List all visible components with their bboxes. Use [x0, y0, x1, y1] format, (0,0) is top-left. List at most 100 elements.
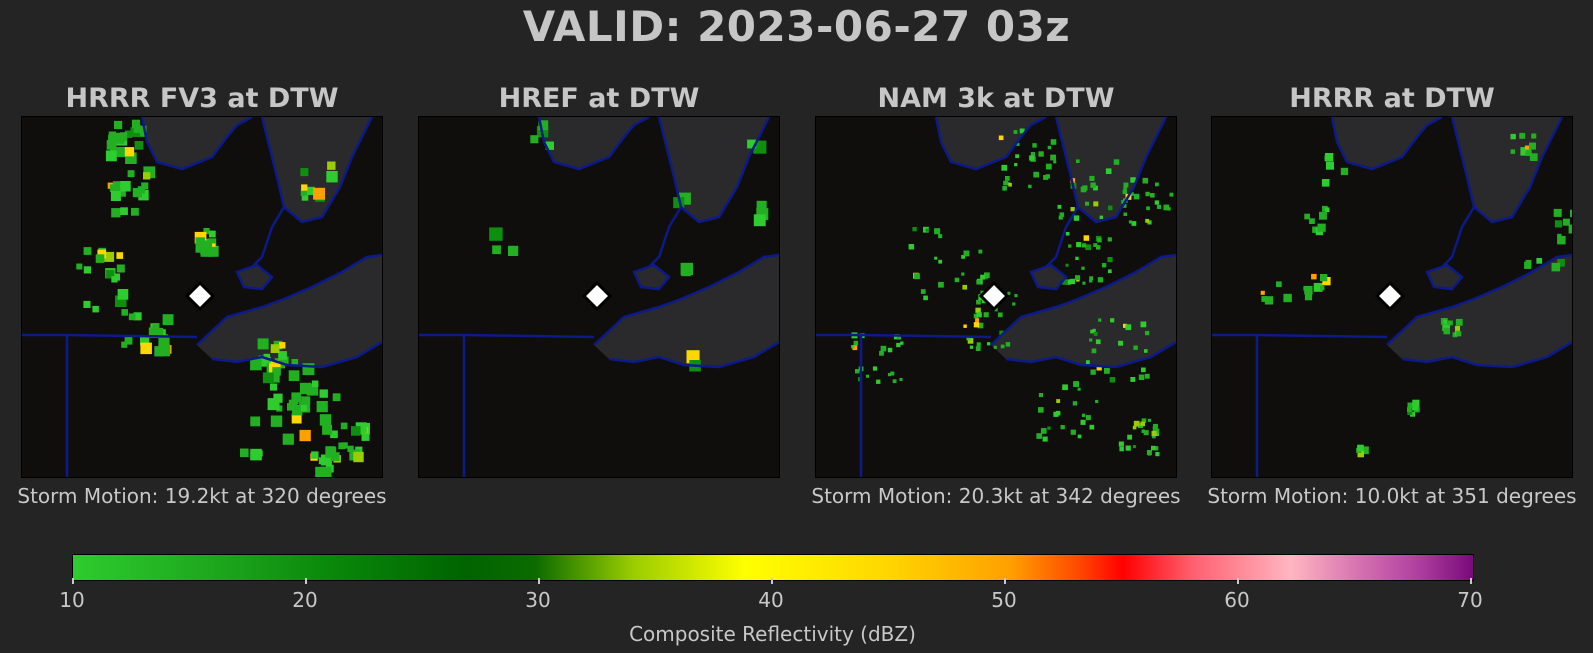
- reflectivity-cell: [1169, 192, 1174, 197]
- reflectivity-cell: [105, 150, 117, 162]
- reflectivity-cell: [1107, 257, 1113, 263]
- reflectivity-cell: [1321, 179, 1330, 187]
- reflectivity-map: [815, 116, 1177, 478]
- reflectivity-cell: [1081, 266, 1085, 270]
- reflectivity-cell: [961, 272, 965, 276]
- reflectivity-cell: [311, 380, 319, 387]
- reflectivity-cell: [1324, 207, 1330, 212]
- reflectivity-cell: [1089, 279, 1093, 283]
- reflectivity-cell: [1340, 167, 1349, 176]
- colorbar-tick: [1237, 578, 1239, 584]
- reflectivity-cell: [983, 312, 989, 318]
- reflectivity-cell: [1089, 276, 1093, 281]
- reflectivity-cell: [316, 401, 328, 413]
- reflectivity-cell: [1068, 244, 1072, 248]
- reflectivity-cell: [1080, 186, 1087, 193]
- reflectivity-cell: [1089, 175, 1095, 181]
- reflectivity-cell: [1150, 193, 1155, 198]
- reflectivity-cell: [320, 466, 332, 477]
- colorbar-tick-label: 30: [525, 588, 551, 612]
- reflectivity-cell: [1000, 344, 1005, 349]
- reflectivity-cell: [1529, 153, 1538, 161]
- reflectivity-cell: [1407, 402, 1414, 409]
- reflectivity-cell: [76, 263, 83, 270]
- reflectivity-cell: [1059, 212, 1065, 217]
- reflectivity-cell: [1014, 294, 1018, 298]
- reflectivity-cell: [1562, 218, 1570, 226]
- boundary-line: [1386, 253, 1572, 346]
- reflectivity-cell: [1144, 373, 1150, 379]
- reflectivity-cell: [299, 382, 312, 395]
- reflectivity-cell: [137, 186, 145, 194]
- reflectivity-cell: [855, 369, 860, 374]
- reflectivity-cell: [1147, 452, 1151, 456]
- station-diamond-icon: [581, 280, 613, 312]
- reflectivity-cell: [920, 289, 926, 294]
- reflectivity-cell: [876, 379, 881, 384]
- reflectivity-cell: [1525, 259, 1532, 266]
- reflectivity-cell: [899, 378, 903, 382]
- reflectivity-cell: [353, 451, 364, 463]
- reflectivity-cell: [978, 249, 983, 254]
- reflectivity-cell: [143, 172, 151, 180]
- reflectivity-cell: [1123, 182, 1129, 188]
- reflectivity-cell: [1002, 186, 1007, 191]
- reflectivity-cell: [120, 207, 128, 215]
- reflectivity-cell: [1069, 278, 1076, 285]
- reflectivity-cell: [109, 184, 118, 192]
- reflectivity-cell: [1099, 215, 1103, 219]
- reflectivity-cell: [1050, 154, 1056, 161]
- reflectivity-cell: [1028, 184, 1032, 189]
- panel-title: HREF at DTW: [498, 83, 700, 114]
- reflectivity-cell: [1055, 410, 1061, 416]
- reflectivity-cell: [1138, 374, 1145, 380]
- reflectivity-cell: [1155, 452, 1160, 457]
- reflectivity-cell: [962, 284, 968, 290]
- boundary-line: [211, 340, 382, 369]
- reflectivity-cell: [1101, 263, 1107, 268]
- reflectivity-cell: [311, 451, 319, 459]
- reflectivity-cell: [120, 181, 131, 192]
- boundary-line: [593, 253, 779, 346]
- reflectivity-cell: [1118, 340, 1123, 346]
- reflectivity-cell: [975, 346, 981, 351]
- reflectivity-cell: [1442, 323, 1450, 332]
- reflectivity-cell: [1554, 220, 1563, 228]
- reflectivity-cell: [114, 120, 123, 130]
- reflectivity-cell: [291, 392, 302, 403]
- reflectivity-cell: [250, 448, 262, 461]
- reflectivity-cell: [132, 188, 142, 198]
- reflectivity-cell: [1093, 201, 1099, 207]
- reflectivity-cell: [508, 245, 519, 256]
- reflectivity-cell: [747, 139, 756, 149]
- reflectivity-cell: [1153, 423, 1158, 429]
- reflectivity-cell: [1085, 244, 1091, 251]
- reflectivity-cell: [326, 171, 338, 183]
- reflectivity-cell: [1131, 221, 1137, 226]
- reflectivity-cell: [1090, 369, 1096, 375]
- reflectivity-cell: [1043, 175, 1048, 180]
- reflectivity-cell: [1146, 206, 1150, 211]
- reflectivity-cell: [1447, 320, 1453, 326]
- map-panel-hrrr: HRRR at DTW Storm Motion: 10.0kt at 351 …: [1207, 82, 1576, 508]
- reflectivity-cell: [282, 433, 294, 445]
- boundary-line: [1441, 206, 1476, 268]
- reflectivity-cell: [1455, 325, 1460, 331]
- reflectivity-cell: [756, 200, 767, 211]
- reflectivity-map: [21, 116, 383, 478]
- reflectivity-cell: [1357, 450, 1364, 458]
- storm-motion-text: Storm Motion: 10.0kt at 351 degrees: [1207, 484, 1577, 508]
- reflectivity-cell: [1097, 277, 1103, 283]
- reflectivity-cell: [1077, 387, 1081, 391]
- reflectivity-cell: [934, 256, 938, 260]
- reflectivity-cell: [1455, 318, 1463, 326]
- reflectivity-cell: [1070, 207, 1075, 212]
- reflectivity-cell: [912, 227, 917, 232]
- reflectivity-cell: [1553, 208, 1562, 217]
- reflectivity-cell: [1145, 218, 1150, 223]
- colorbar-tick-label: 10: [59, 588, 85, 612]
- reflectivity-cell: [1122, 189, 1127, 195]
- reflectivity-cell: [108, 131, 116, 139]
- reflectivity-cell: [1076, 242, 1082, 248]
- reflectivity-cell: [963, 250, 970, 257]
